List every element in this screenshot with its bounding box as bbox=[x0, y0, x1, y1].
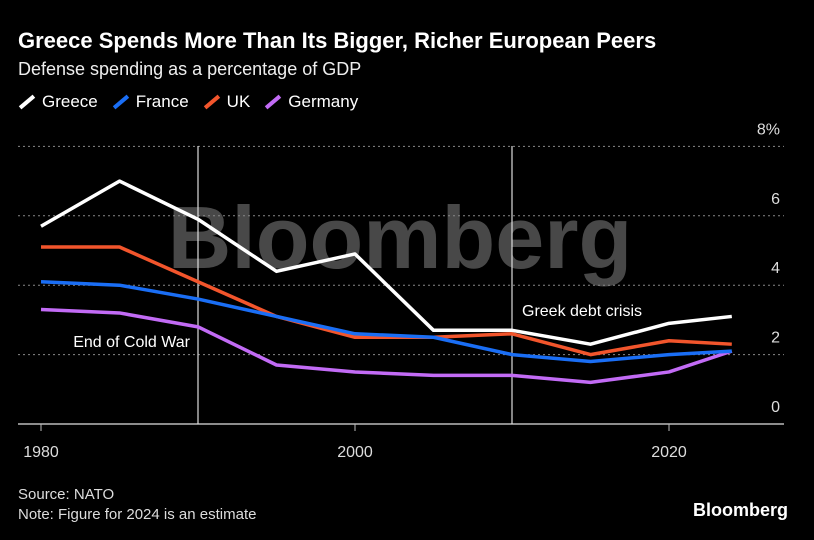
x-tick-label: 2000 bbox=[337, 444, 373, 461]
y-tick-label: 8% bbox=[757, 121, 780, 138]
y-tick-label: 4 bbox=[771, 260, 780, 277]
y-tick-label: 2 bbox=[771, 330, 780, 347]
legend-swatch bbox=[18, 94, 36, 110]
x-tick-label: 1980 bbox=[23, 444, 59, 461]
legend-item: UK bbox=[203, 92, 251, 112]
legend-item: France bbox=[112, 92, 189, 112]
annotation-label: End of Cold War bbox=[73, 334, 190, 351]
legend-label: UK bbox=[226, 92, 251, 111]
legend-item: Greece bbox=[18, 92, 98, 112]
watermark: Bloomberg bbox=[168, 188, 632, 287]
legend-swatch bbox=[112, 94, 129, 110]
legend-label: Greece bbox=[42, 92, 98, 111]
legend-swatch bbox=[203, 94, 220, 110]
chart-subtitle: Defense spending as a percentage of GDP bbox=[18, 59, 362, 79]
legend-label: Germany bbox=[288, 92, 359, 111]
bloomberg-logo: Bloomberg bbox=[692, 500, 788, 520]
series-line-greece bbox=[40, 179, 732, 346]
series-line-germany bbox=[40, 307, 733, 385]
legend-label: France bbox=[135, 92, 189, 111]
y-tick-label: 0 bbox=[771, 399, 780, 416]
annotation-label: Greek debt crisis bbox=[522, 303, 642, 320]
x-tick-label: 2020 bbox=[651, 444, 687, 461]
footnote: Note: Figure for 2024 is an estimate bbox=[18, 506, 257, 523]
legend: Greece France UK Germany bbox=[18, 92, 358, 112]
legend-swatch bbox=[265, 94, 282, 110]
source-note: Source: NATO bbox=[18, 486, 115, 503]
y-tick-label: 6 bbox=[771, 191, 780, 208]
series-line-france bbox=[40, 279, 732, 364]
chart-title: Greece Spends More Than Its Bigger, Rich… bbox=[18, 28, 657, 53]
legend-item: Germany bbox=[264, 92, 358, 112]
